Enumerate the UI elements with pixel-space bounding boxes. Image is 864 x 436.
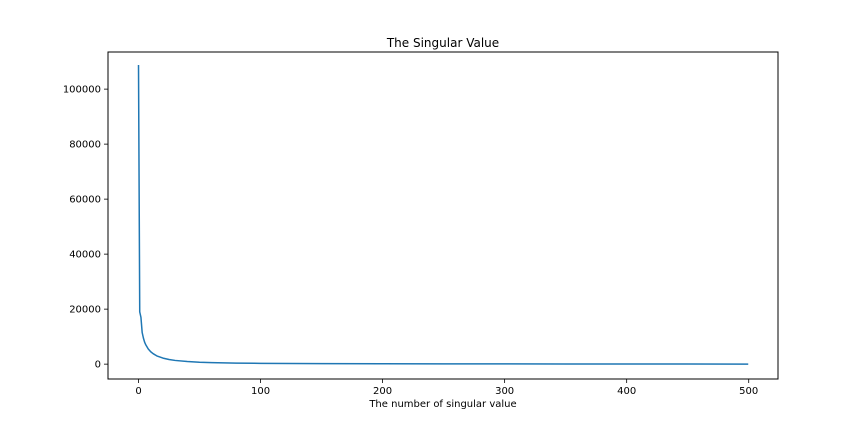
x-tick-label: 300 [495, 386, 514, 397]
y-tick-label: 0 [95, 360, 101, 371]
x-tick-label: 0 [135, 386, 141, 397]
axes-frame [107, 51, 779, 380]
y-tick-label: 60000 [69, 195, 101, 206]
x-tick-label: 100 [251, 386, 270, 397]
chart-title: The Singular Value [386, 36, 499, 50]
y-tick-label: 40000 [69, 250, 101, 261]
y-tick-label: 100000 [63, 85, 101, 96]
x-tick-label: 200 [373, 386, 392, 397]
y-tick-label: 20000 [69, 305, 101, 316]
x-tick-label: 500 [739, 386, 758, 397]
series-line-0 [137, 64, 749, 365]
plot-area: 0 100 200 300 400 500 0 20000 40000 60000 80000 100… [63, 51, 779, 397]
x-tick-label: 400 [617, 386, 636, 397]
y-tick-label: 80000 [69, 140, 101, 151]
x-axis-label: The number of singular value [368, 399, 516, 410]
